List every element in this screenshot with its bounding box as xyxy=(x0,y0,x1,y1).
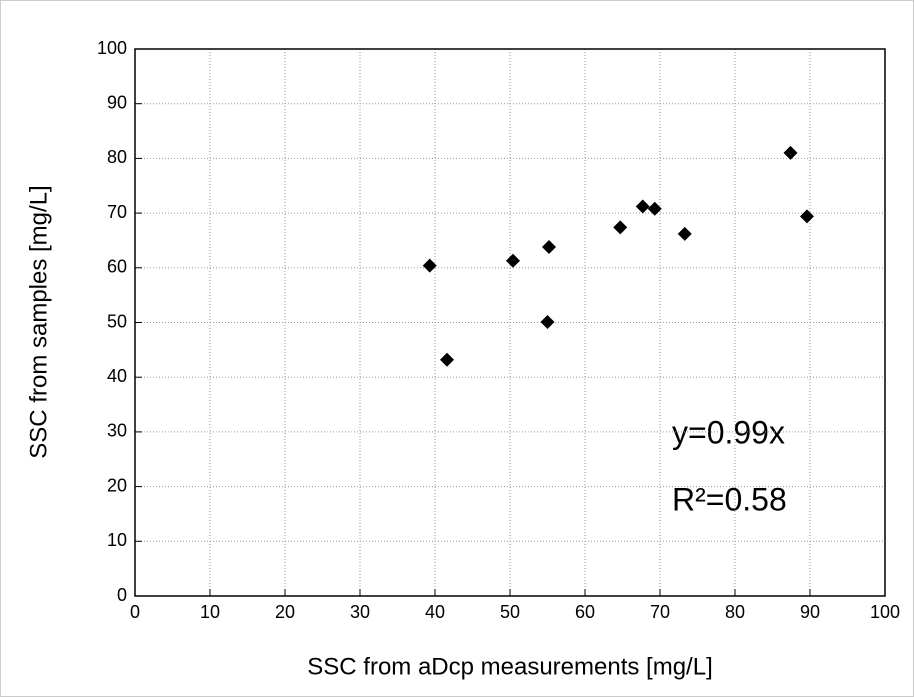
data-point xyxy=(422,258,437,273)
x-tick-label: 0 xyxy=(130,602,140,622)
data-point xyxy=(783,145,798,160)
y-tick-label: 10 xyxy=(107,530,127,550)
y-tick-label: 30 xyxy=(107,421,127,441)
x-tick-label: 10 xyxy=(200,602,220,622)
y-tick-label: 90 xyxy=(107,92,127,112)
y-tick-label: 100 xyxy=(97,38,127,58)
y-tick-label: 80 xyxy=(107,147,127,167)
data-point xyxy=(440,352,454,367)
x-axis-label: SSC from aDcp measurements [mg/L] xyxy=(307,653,712,680)
data-point xyxy=(506,253,520,268)
y-tick-label: 70 xyxy=(107,202,127,222)
data-point xyxy=(542,240,556,255)
y-tick-label: 40 xyxy=(107,366,127,386)
annotation: y=0.99x xyxy=(672,414,785,450)
data-point xyxy=(677,226,692,241)
data-point xyxy=(635,199,650,214)
x-tick-label: 90 xyxy=(800,602,820,622)
x-tick-label: 40 xyxy=(425,602,445,622)
x-tick-label: 60 xyxy=(575,602,595,622)
data-point xyxy=(647,201,662,216)
x-tick-label: 20 xyxy=(275,602,295,622)
x-tick-label: 30 xyxy=(350,602,370,622)
y-tick-label: 0 xyxy=(117,585,127,605)
x-tick-label: 70 xyxy=(650,602,670,622)
annotation: R²=0.58 xyxy=(672,481,787,517)
y-tick-label: 60 xyxy=(107,257,127,277)
data-point xyxy=(613,220,628,235)
plot-frame xyxy=(134,48,886,597)
data-point xyxy=(540,314,555,329)
y-axis-label: SSC from samples [mg/L] xyxy=(25,185,52,458)
x-tick-label: 100 xyxy=(870,602,900,622)
y-tick-label: 50 xyxy=(107,311,127,331)
x-tick-label: 80 xyxy=(725,602,745,622)
y-tick-label: 20 xyxy=(107,475,127,495)
x-tick-label: 50 xyxy=(500,602,520,622)
data-point xyxy=(800,209,814,224)
